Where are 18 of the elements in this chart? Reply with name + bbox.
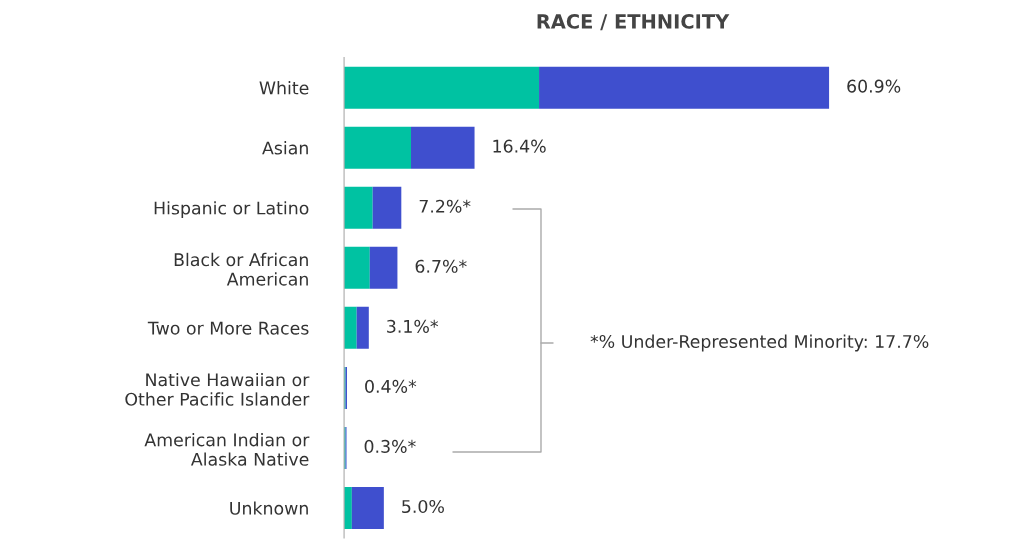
y-tick-label: Unknown — [230, 501, 308, 515]
y-tick-label: Hispanic or Latino — [154, 201, 309, 218]
chart-title: RACE / ETHNICITY — [537, 14, 730, 31]
y-tick-label: White — [259, 81, 309, 95]
annotation: 60.9% — [847, 79, 901, 93]
annotation: 16.4% — [493, 139, 546, 153]
annotation: 6.7%* — [415, 259, 467, 273]
annotation: 0.3%* — [364, 439, 416, 453]
y-tick-label: American Indian or Alaska Native — [144, 432, 310, 466]
y-tick-label: Black or African American — [174, 252, 308, 286]
annotation: 0.4%* — [365, 379, 417, 393]
y-tick-label: Asian — [262, 141, 308, 155]
y-tick-label: Native Hawaiian or Other Pacific Islander — [125, 372, 310, 406]
annotation: 7.2%* — [419, 199, 471, 213]
annotation: 3.1%* — [387, 319, 439, 333]
annotation: 5.0% — [402, 499, 444, 514]
annotation: *% Under-Represented Minority: 17.7% — [590, 334, 929, 352]
y-tick-label: Two or More Races — [147, 321, 309, 335]
